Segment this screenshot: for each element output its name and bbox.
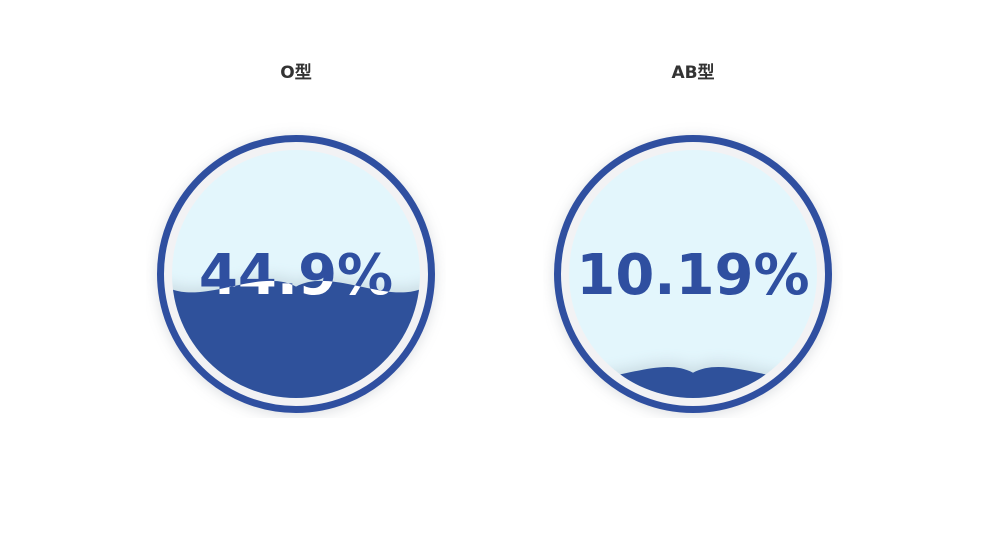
value-label: 44.9% [199,243,393,308]
gauge-background [569,150,817,398]
value-label: 10.19% [576,243,809,308]
gauge-svg: 10.19%10.19% [554,135,832,415]
gauge-o-type: O型 44.9%44.9% [146,0,446,460]
gauge-svg: 44.9%44.9% [157,135,435,415]
gauge-title: O型 [280,63,312,83]
gauge-ab-type: AB型 10.19%10.19% [543,0,843,460]
gauge-title: AB型 [671,63,715,83]
